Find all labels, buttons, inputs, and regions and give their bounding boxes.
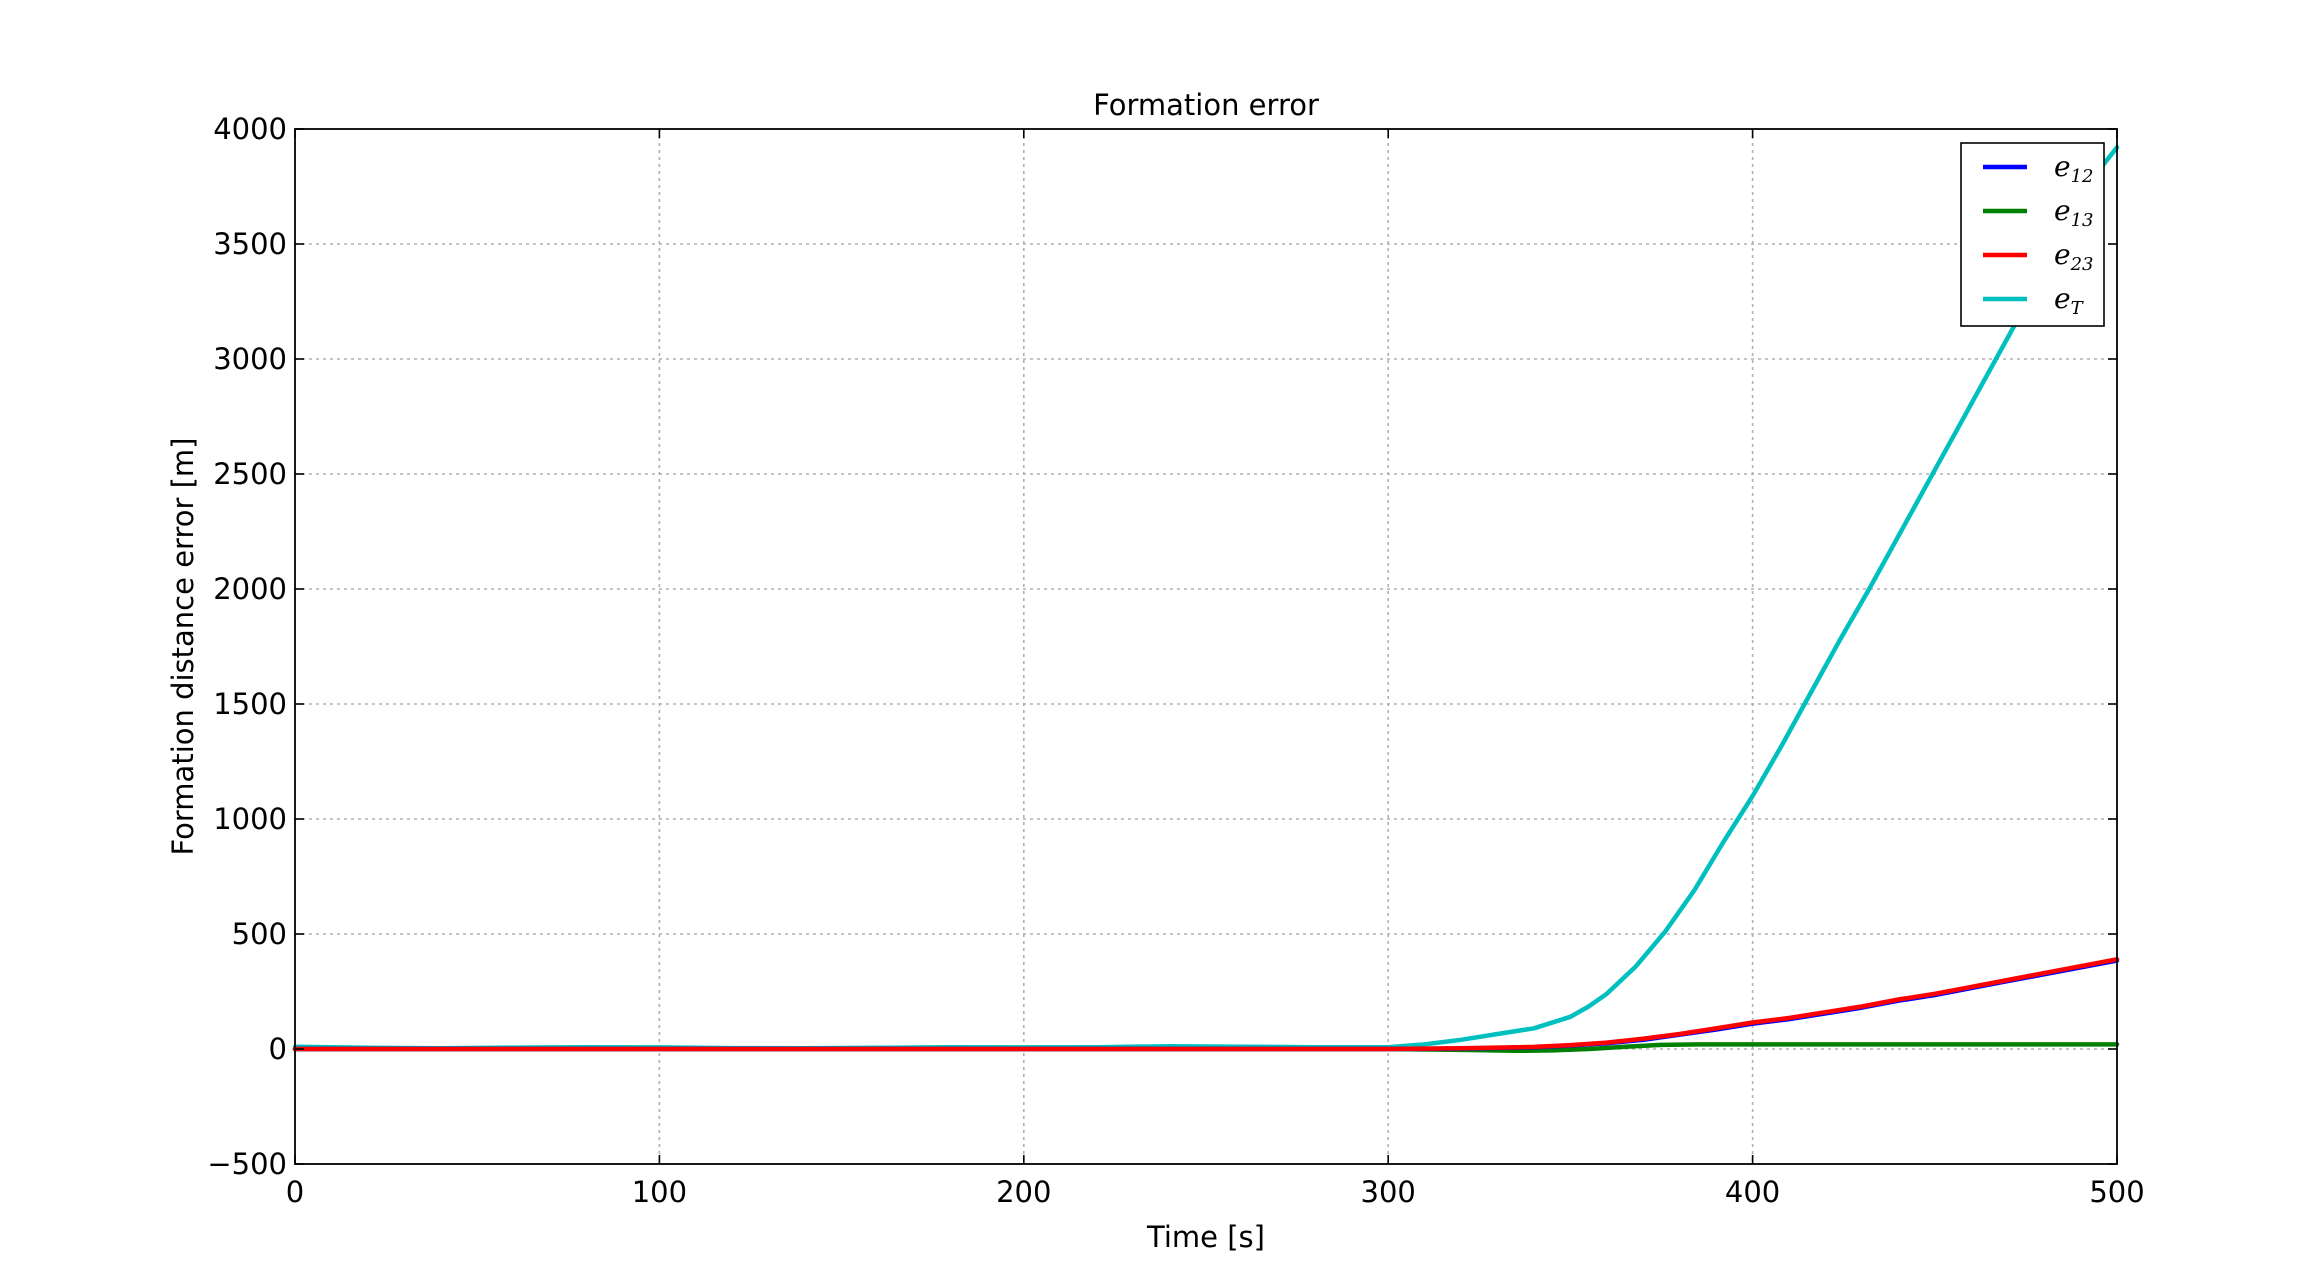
y-tick-label: 1000: [213, 802, 287, 836]
x-tick-label: 0: [286, 1175, 304, 1209]
x-axis-label: Time [s]: [1146, 1220, 1265, 1254]
grid-lines: [295, 129, 2117, 1164]
series-line-eT: [292, 145, 2120, 1051]
x-tick-label: 400: [1725, 1175, 1780, 1209]
series-line-e12: [292, 958, 2120, 1052]
legend-label-eT: eT: [2054, 282, 2085, 319]
legend-box: [1960, 142, 2105, 327]
y-tick-label: 500: [232, 917, 287, 951]
y-tick-label: 2500: [213, 457, 287, 491]
chart-title: Formation error: [1093, 88, 1319, 122]
y-tick-label: 0: [269, 1032, 287, 1066]
y-tick-label: 4000: [213, 112, 287, 146]
legend-label-e13: e13: [2054, 194, 2093, 231]
y-tick-label: −500: [207, 1147, 287, 1181]
x-tick-label: 200: [996, 1175, 1051, 1209]
legend: e12 e13 e23 eT: [1960, 142, 2105, 327]
legend-label-e12: e12: [2054, 150, 2093, 187]
y-tick-label: 1500: [213, 687, 287, 721]
y-tick-label: 3000: [213, 342, 287, 376]
x-tick-label: 500: [2089, 1175, 2144, 1209]
y-tick-label: 2000: [213, 572, 287, 606]
y-tick-label: 3500: [213, 227, 287, 261]
series-line-e23: [292, 957, 2120, 1052]
plot-frame: [294, 128, 2118, 1165]
series-lines: [292, 145, 2120, 1054]
y-axis-label: Formation distance error [m]: [166, 438, 200, 856]
x-tick-label: 100: [632, 1175, 687, 1209]
legend-label-e23: e23: [2054, 238, 2093, 275]
axis-ticks: 0 100 200 300 400 500−50005001000150020002500…: [207, 112, 2144, 1209]
x-tick-label: 300: [1361, 1175, 1416, 1209]
